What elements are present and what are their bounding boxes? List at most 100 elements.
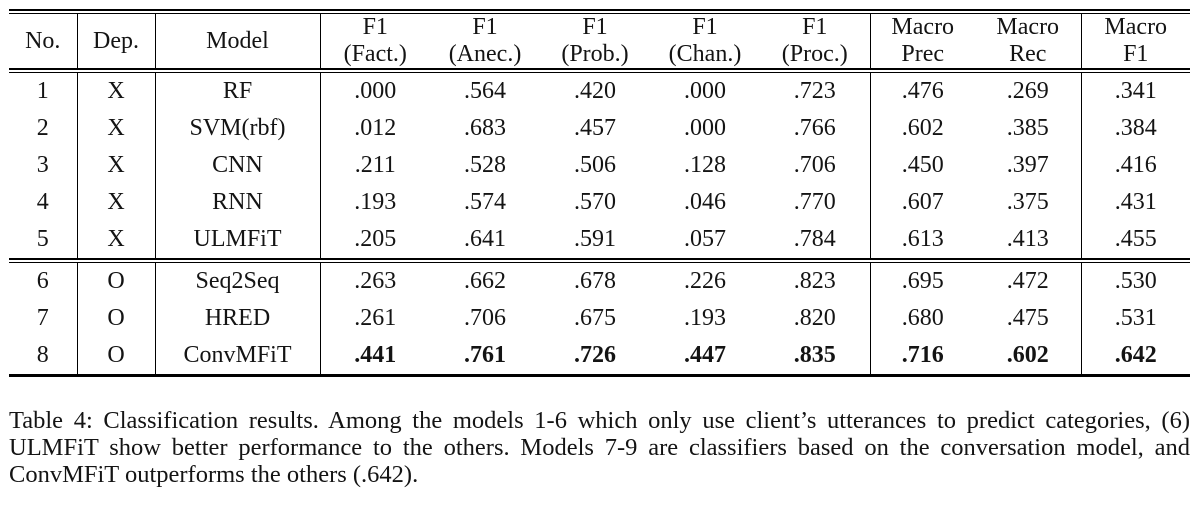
- cell-f1-proc: .706: [760, 147, 871, 184]
- cell-model: Seq2Seq: [155, 263, 321, 300]
- col-header-no: No.: [9, 14, 78, 68]
- cell-macro-prec: .695: [901, 268, 944, 294]
- cell-model: RNN: [155, 184, 321, 221]
- cell-f1-fact: .261: [354, 305, 397, 331]
- cell-model: ULMFiT: [155, 221, 321, 258]
- cell-model: ConvMFiT: [155, 337, 321, 374]
- cell-no: 6: [9, 263, 78, 300]
- table-row-best: 8 O ConvMFiT .441 .761 .726 .447 .835 .7…: [9, 337, 1190, 374]
- cell-macro-prec: .613: [901, 226, 944, 252]
- cell-model: RF: [155, 73, 321, 110]
- cell-no: 7: [9, 300, 78, 337]
- cell-macro-prec: .607: [901, 189, 944, 215]
- header-line: (Anec.): [448, 41, 522, 67]
- header-line: (Fact.): [343, 41, 407, 67]
- cell-f1-proc: .766: [760, 110, 871, 147]
- cell-f1-prob: .591: [574, 226, 616, 252]
- cell-f1-chan: .128: [684, 152, 726, 178]
- cell-macro-rec: .413: [975, 221, 1082, 258]
- col-header-model: Model: [155, 14, 321, 68]
- cell-f1-fact: .263: [354, 268, 397, 294]
- cell-macro-f1: .455: [1114, 226, 1157, 252]
- cell-macro-f1: .431: [1114, 189, 1157, 215]
- cell-f1-chan: .226: [684, 268, 726, 294]
- classification-results-table: No. Dep. Model F1 (Fact.) F1 (Anec.) F1: [9, 9, 1190, 377]
- table-row: 7 O HRED .261 .706 .675 .193 .820 .680 .…: [9, 300, 1190, 337]
- cell-dep: X: [77, 73, 156, 110]
- header-line: (Chan.): [668, 41, 742, 67]
- cell-f1-fact: .012: [354, 115, 397, 141]
- cell-macro-f1: .642: [1114, 342, 1157, 368]
- cell-macro-prec: .450: [901, 152, 944, 178]
- cell-dep: O: [77, 263, 156, 300]
- cell-f1-anec: .706: [464, 305, 506, 331]
- cell-f1-prob: .570: [574, 189, 616, 215]
- cell-f1-chan: .046: [684, 189, 726, 215]
- cell-f1-proc: .820: [760, 300, 871, 337]
- header-line: (Proc.): [781, 41, 848, 67]
- header-line: No.: [25, 27, 61, 54]
- header-line: Rec: [1009, 41, 1047, 67]
- header-line: F1: [362, 14, 388, 40]
- caption-line: ConvMFiT outperforms the others (.642).: [9, 461, 419, 488]
- cell-macro-prec: .716: [901, 342, 944, 368]
- cell-f1-anec: .574: [464, 189, 506, 215]
- cell-macro-rec: .269: [975, 73, 1082, 110]
- cell-dep: X: [77, 147, 156, 184]
- cell-f1-chan: .193: [684, 305, 726, 331]
- table-row: 1 X RF .000 .564 .420 .000 .723 .476 .26…: [9, 73, 1190, 110]
- cell-dep: X: [77, 221, 156, 258]
- cell-macro-f1: .341: [1114, 78, 1157, 104]
- cell-f1-anec: .528: [464, 152, 506, 178]
- group-rule: [9, 258, 1190, 263]
- cell-macro-f1: .530: [1114, 268, 1157, 294]
- cell-f1-prob: .678: [574, 268, 616, 294]
- cell-macro-prec: .680: [901, 305, 944, 331]
- header-line: Macro: [891, 14, 955, 40]
- header-rule: [9, 68, 1190, 73]
- col-header-dep: Dep.: [77, 14, 156, 68]
- header-line: Macro: [1104, 14, 1168, 40]
- cell-macro-rec: .472: [975, 263, 1082, 300]
- cell-macro-rec: .385: [975, 110, 1082, 147]
- header-line: F1: [692, 14, 718, 40]
- cell-no: 5: [9, 221, 78, 258]
- header-row: No. Dep. Model F1 (Fact.) F1 (Anec.) F1: [9, 14, 1190, 68]
- cell-macro-f1: .416: [1114, 152, 1157, 178]
- cell-f1-fact: .211: [354, 152, 396, 178]
- table-row: 6 O Seq2Seq .263 .662 .678 .226 .823 .69…: [9, 263, 1190, 300]
- cell-f1-proc: .784: [760, 221, 871, 258]
- header-line: F1: [802, 14, 828, 40]
- header-line: F1: [582, 14, 608, 40]
- cell-f1-proc: .723: [760, 73, 871, 110]
- header-line: Dep.: [93, 27, 139, 54]
- cell-no: 1: [9, 73, 78, 110]
- col-header-f1-prob: F1 (Prob.): [540, 14, 650, 68]
- cell-f1-proc: .770: [760, 184, 871, 221]
- header-line: (Prob.): [561, 41, 629, 67]
- cell-model: CNN: [155, 147, 321, 184]
- cell-f1-proc: .835: [760, 337, 871, 374]
- cell-f1-anec: .662: [464, 268, 506, 294]
- col-header-f1-chan: F1 (Chan.): [650, 14, 760, 68]
- cell-dep: X: [77, 184, 156, 221]
- cell-dep: X: [77, 110, 156, 147]
- cell-f1-prob: .420: [574, 78, 616, 104]
- cell-macro-rec: .602: [975, 337, 1082, 374]
- cell-macro-prec: .476: [901, 78, 944, 104]
- cell-model: HRED: [155, 300, 321, 337]
- header-line: F1: [472, 14, 498, 40]
- cell-f1-fact: .205: [354, 226, 397, 252]
- table-row: 2 X SVM(rbf) .012 .683 .457 .000 .766 .6…: [9, 110, 1190, 147]
- cell-f1-anec: .683: [464, 115, 506, 141]
- bottom-rule: [9, 374, 1190, 377]
- cell-no: 2: [9, 110, 78, 147]
- header-line: Prec: [901, 41, 945, 67]
- caption-line: ULMFiT show better performance to the ot…: [9, 434, 1190, 461]
- cell-f1-fact: .000: [354, 78, 397, 104]
- cell-f1-chan: .000: [684, 115, 726, 141]
- cell-f1-chan: .057: [684, 226, 726, 252]
- cell-f1-anec: .761: [464, 342, 506, 368]
- cell-f1-anec: .564: [464, 78, 506, 104]
